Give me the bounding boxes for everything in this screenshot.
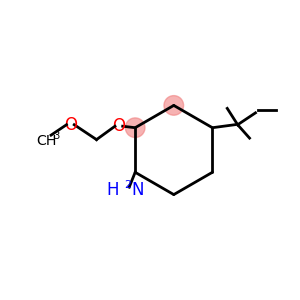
Circle shape — [164, 96, 184, 115]
Text: O: O — [112, 117, 125, 135]
Text: 3: 3 — [53, 131, 59, 141]
Text: 2: 2 — [124, 180, 131, 190]
Text: CH: CH — [36, 134, 57, 148]
Text: H: H — [106, 181, 119, 199]
Text: N: N — [132, 181, 144, 199]
Circle shape — [125, 118, 145, 137]
Text: O: O — [64, 116, 77, 134]
